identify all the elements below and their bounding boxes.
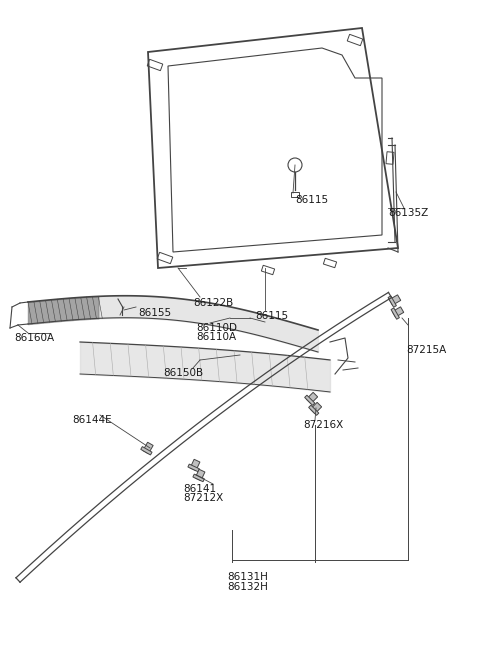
- Text: 86110D: 86110D: [196, 323, 237, 333]
- Text: 86150B: 86150B: [163, 368, 203, 378]
- Bar: [143, 442, 153, 454]
- Text: 86115: 86115: [255, 311, 288, 321]
- Text: 86160A: 86160A: [14, 333, 54, 343]
- Text: 86155: 86155: [138, 308, 171, 318]
- Text: 87212X: 87212X: [183, 493, 223, 503]
- Text: 87216X: 87216X: [303, 420, 343, 430]
- Bar: [195, 469, 205, 481]
- Bar: [291, 191, 299, 196]
- Bar: [311, 402, 322, 414]
- Bar: [141, 447, 152, 455]
- Bar: [305, 395, 315, 405]
- Bar: [347, 34, 363, 46]
- Text: 86132H: 86132H: [227, 582, 268, 592]
- Text: 86110A: 86110A: [196, 332, 236, 342]
- Bar: [391, 308, 399, 319]
- Bar: [309, 405, 319, 415]
- Bar: [392, 307, 404, 317]
- Text: 86115: 86115: [295, 195, 328, 205]
- Bar: [188, 464, 199, 472]
- Bar: [190, 459, 200, 471]
- Text: 87215A: 87215A: [406, 345, 446, 355]
- Text: 86122B: 86122B: [193, 298, 233, 308]
- Bar: [157, 252, 173, 264]
- Text: 86131H: 86131H: [227, 572, 268, 582]
- Bar: [389, 295, 401, 305]
- Bar: [324, 258, 336, 268]
- Bar: [147, 60, 163, 71]
- Text: 86135Z: 86135Z: [388, 208, 428, 218]
- Bar: [386, 152, 394, 164]
- Text: 86144E: 86144E: [72, 415, 112, 425]
- Text: 86141: 86141: [183, 484, 216, 494]
- Bar: [306, 392, 318, 403]
- Bar: [388, 296, 396, 307]
- Bar: [262, 265, 275, 274]
- Bar: [193, 474, 204, 481]
